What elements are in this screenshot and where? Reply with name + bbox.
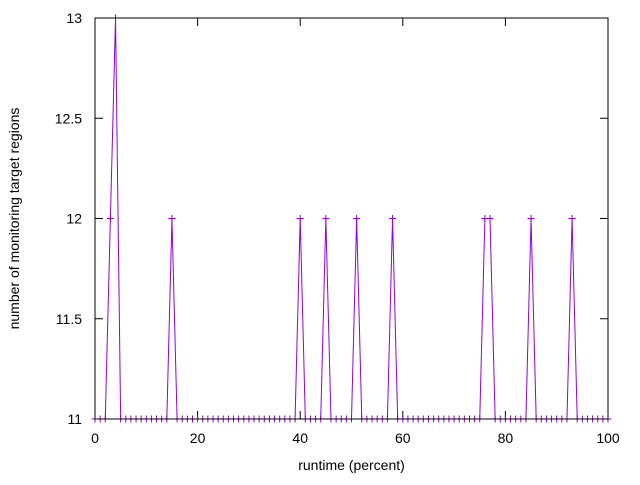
tick-labels-layer: 0 20 40 60 80 100 11 11.5 12 12.5 13 (55, 10, 620, 446)
x-tick-label: 60 (395, 430, 411, 446)
x-tick-label: 80 (498, 430, 514, 446)
data-point-marker (106, 215, 114, 222)
y-tick-label: 11 (67, 411, 82, 427)
y-axis-label: number of monitoring target regions (6, 108, 22, 330)
data-point-marker (486, 215, 494, 222)
x-axis-label: runtime (percent) (298, 457, 405, 473)
series-layer (91, 14, 612, 423)
y-tick-label: 12.5 (55, 110, 82, 126)
data-point-marker (353, 215, 361, 222)
data-point-marker (296, 215, 304, 222)
data-point-marker (322, 215, 330, 222)
y-tick-label: 13 (66, 10, 82, 26)
y-tick-label: 12 (66, 211, 82, 227)
x-tick-label: 40 (292, 430, 308, 446)
x-tick-label: 0 (91, 430, 99, 446)
data-point-marker (389, 215, 397, 222)
x-tick-label: 100 (596, 430, 620, 446)
x-tick-label: 20 (190, 430, 206, 446)
data-point-marker (527, 215, 535, 222)
y-tick-label: 11.5 (56, 311, 82, 327)
plot-frame (94, 17, 609, 420)
data-point-marker (168, 215, 176, 222)
data-point-marker (568, 215, 576, 222)
